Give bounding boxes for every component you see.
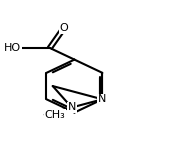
Text: CH₃: CH₃ <box>45 110 65 120</box>
Text: N: N <box>98 94 107 104</box>
Text: N: N <box>68 102 76 112</box>
Text: O: O <box>60 23 68 33</box>
Text: HO: HO <box>4 43 22 53</box>
